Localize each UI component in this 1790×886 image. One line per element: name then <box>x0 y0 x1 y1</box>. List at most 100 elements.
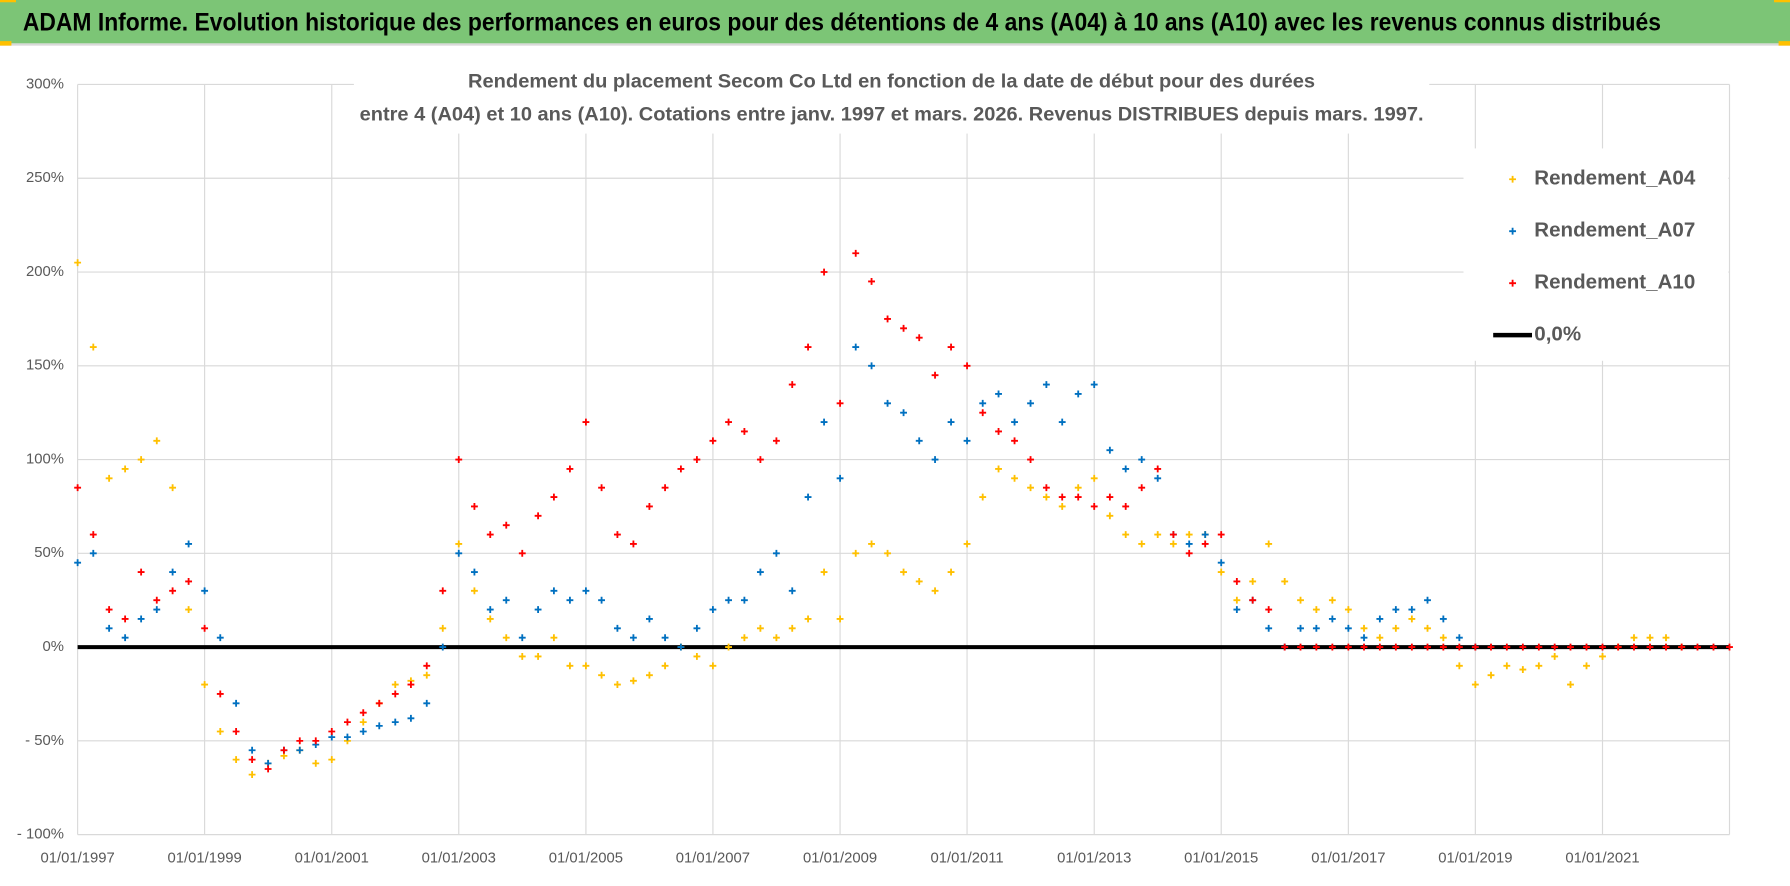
legend: Rendement_A04 Rendement_A07 Rendement_A10 0… <box>1493 167 1696 346</box>
point <box>328 728 336 735</box>
point <box>915 437 923 445</box>
point <box>629 634 637 642</box>
point <box>1344 643 1352 651</box>
point <box>788 381 796 388</box>
point <box>645 503 653 510</box>
point <box>1249 578 1257 585</box>
point <box>1344 624 1352 632</box>
point <box>677 643 685 651</box>
point <box>1614 643 1622 651</box>
point <box>868 362 875 370</box>
point <box>534 653 542 660</box>
legend-box <box>1463 148 1729 361</box>
point <box>1217 531 1225 538</box>
point <box>1297 596 1304 604</box>
point <box>296 737 304 745</box>
point <box>804 615 812 623</box>
y-tick-label: 100% <box>26 451 64 467</box>
point <box>1360 643 1368 651</box>
point <box>582 587 590 595</box>
point <box>931 587 939 595</box>
point <box>486 606 494 614</box>
header-title: ADAM Informe. Evolution historique des p… <box>23 9 1661 37</box>
point <box>1360 624 1368 632</box>
point <box>1535 643 1543 651</box>
point <box>1090 503 1098 510</box>
point <box>1138 456 1146 463</box>
point <box>105 474 113 482</box>
point <box>1471 681 1479 689</box>
point <box>677 465 685 473</box>
point <box>1583 662 1590 670</box>
point <box>1011 437 1018 445</box>
point <box>820 568 828 576</box>
point <box>201 587 209 595</box>
plot-area: - 100% - 50% 0% 50% 100% 150% 200% 250% 300% 01/0… <box>17 76 1733 867</box>
point <box>439 643 447 651</box>
point <box>137 568 145 576</box>
point <box>598 484 606 492</box>
point <box>1297 643 1304 651</box>
point <box>1646 643 1654 651</box>
point <box>1138 540 1146 548</box>
point <box>248 756 256 764</box>
point <box>709 437 717 445</box>
point <box>216 690 224 698</box>
point <box>1503 643 1511 651</box>
point <box>995 427 1002 435</box>
point <box>598 671 606 679</box>
point <box>1074 493 1082 501</box>
point <box>280 746 288 754</box>
point <box>1328 596 1336 604</box>
point <box>121 634 129 642</box>
point <box>74 484 82 492</box>
point <box>725 643 732 651</box>
point <box>1265 606 1273 614</box>
point <box>455 540 463 548</box>
point <box>1344 606 1352 614</box>
x-tick-label: 01/01/2007 <box>676 851 750 867</box>
point <box>1392 606 1400 614</box>
point <box>709 606 717 614</box>
point <box>1408 643 1416 651</box>
header-bar <box>0 0 1790 44</box>
point <box>1455 643 1463 651</box>
point <box>884 399 891 407</box>
point <box>1154 465 1162 473</box>
point <box>502 596 510 604</box>
point <box>391 681 399 689</box>
point <box>550 587 558 595</box>
legend-label: 0,0% <box>1534 323 1581 346</box>
legend-label: Rendement_A10 <box>1534 271 1695 294</box>
point <box>455 549 463 557</box>
chart-title: entre 4 (A04) et 10 ans (A10). Cotations… <box>360 103 1424 125</box>
point <box>629 677 637 685</box>
point <box>232 756 240 764</box>
point <box>1154 531 1162 538</box>
point <box>995 465 1002 473</box>
point <box>1535 662 1543 670</box>
point <box>1567 681 1574 689</box>
point <box>772 549 780 557</box>
point <box>137 456 145 463</box>
point <box>470 568 478 576</box>
point <box>89 531 97 538</box>
point <box>1630 634 1638 642</box>
point <box>931 456 939 463</box>
point <box>201 624 209 632</box>
point <box>645 615 653 623</box>
point <box>740 427 748 435</box>
point <box>391 718 399 726</box>
point <box>105 624 113 632</box>
series <box>74 259 1686 779</box>
point <box>725 418 732 426</box>
point <box>534 606 542 614</box>
point <box>1201 540 1209 548</box>
point <box>1376 634 1384 642</box>
point <box>1027 456 1034 463</box>
point <box>836 615 844 623</box>
point <box>1519 666 1527 674</box>
point <box>884 549 891 557</box>
point <box>534 512 542 520</box>
point <box>1424 596 1431 604</box>
